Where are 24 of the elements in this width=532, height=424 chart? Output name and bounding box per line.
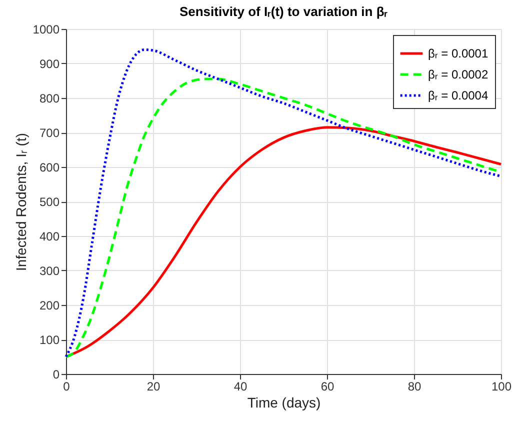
x-tick-label: 100	[491, 380, 512, 394]
y-tick-label: 0	[52, 368, 60, 382]
y-tick-label: 1000	[32, 22, 60, 36]
y-tick-label: 600	[39, 160, 60, 174]
line-series	[64, 126, 502, 358]
x-tick-label: 0	[63, 380, 70, 394]
y-tick-label: 300	[39, 264, 60, 278]
x-tick-label: 40	[234, 380, 248, 394]
x-tick-label: 20	[146, 380, 160, 394]
y-tick-label: 700	[39, 126, 60, 140]
legend-label: βᵣ = 0.0004	[428, 88, 488, 102]
y-tick-label: 900	[39, 57, 60, 71]
y-tick-label: 400	[39, 230, 60, 244]
y-axis-title: Infected Rodents, Iᵣ (t)	[12, 133, 29, 271]
y-tick-label: 200	[39, 298, 60, 312]
y-tick-label: 500	[39, 195, 60, 209]
legend-label: βᵣ = 0.0001	[428, 46, 488, 60]
x-tick-label: 80	[408, 380, 422, 394]
chart-title: Sensitivity of Iᵣ(t) to variation in βᵣ	[179, 4, 388, 19]
x-tick-label: 60	[320, 380, 334, 394]
x-axis-title: Time (days)	[247, 394, 321, 410]
legend-label: βᵣ = 0.0002	[428, 68, 488, 82]
y-tick-label: 800	[39, 92, 60, 106]
y-tick-label: 100	[39, 333, 60, 347]
